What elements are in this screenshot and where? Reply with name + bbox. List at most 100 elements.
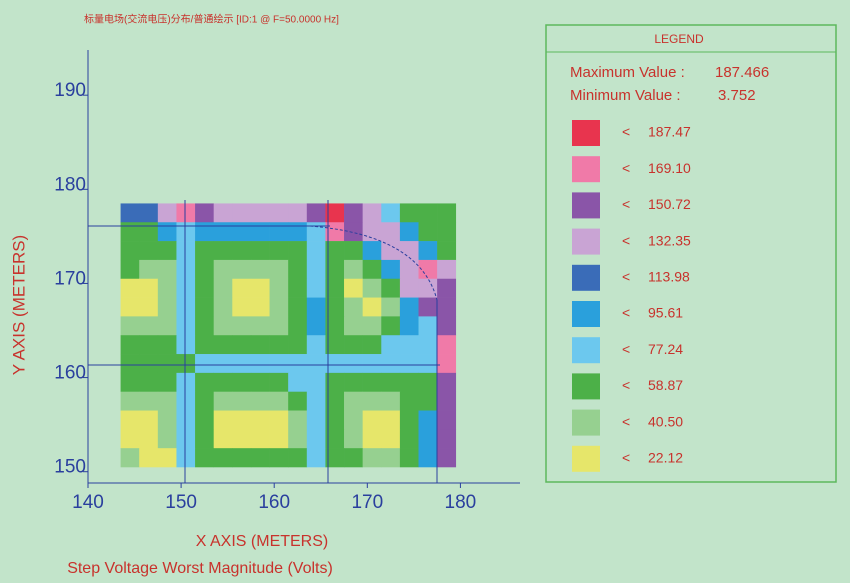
heat-cell <box>325 316 345 336</box>
heat-cell <box>344 429 363 449</box>
heat-cell <box>120 410 140 430</box>
x-tick-label: 150 <box>165 492 197 513</box>
x-tick-label: 160 <box>258 492 290 513</box>
heat-cell <box>399 259 419 280</box>
legend-comparator: < <box>622 124 630 140</box>
heat-cell <box>381 448 401 468</box>
heat-cell <box>306 354 326 374</box>
heat-cell <box>139 222 159 242</box>
heat-cell <box>157 448 177 468</box>
legend-comparator: < <box>622 305 630 321</box>
heat-cell <box>250 391 270 411</box>
legend-value: 58.87 <box>648 377 683 393</box>
heat-cell <box>288 259 308 280</box>
legend-max-value: 187.466 <box>715 64 769 81</box>
heat-cell <box>269 259 289 280</box>
legend-swatch <box>572 156 600 183</box>
legend-value: 169.10 <box>648 160 691 176</box>
heat-cell <box>381 354 401 374</box>
heat-cell <box>437 429 457 449</box>
heat-cell <box>213 410 233 430</box>
heat-cell <box>437 354 457 374</box>
heat-cell <box>418 259 438 280</box>
heat-cell <box>325 448 345 468</box>
heat-cell <box>213 222 233 242</box>
heat-cell <box>288 391 308 411</box>
heat-cell <box>306 410 326 430</box>
heat-cell <box>195 222 214 242</box>
heat-cell <box>250 316 270 336</box>
heat-cell <box>250 241 270 261</box>
heat-cell <box>344 203 363 223</box>
heat-cell <box>213 259 233 280</box>
heat-cell <box>381 203 401 223</box>
heat-cell <box>157 429 177 449</box>
heat-cell <box>176 335 196 355</box>
heat-cell <box>269 335 289 355</box>
heat-cell <box>250 372 270 392</box>
heat-cell <box>232 203 252 223</box>
heat-cell <box>288 429 308 449</box>
chart-title: 标量电场(交流电压)分布/普通绘示 [ID:1 @ F=50.0000 Hz] <box>84 13 339 26</box>
heat-cell <box>120 372 140 392</box>
legend-title: LEGEND <box>654 32 704 46</box>
heat-cell <box>250 297 270 317</box>
heat-cell <box>306 391 326 411</box>
heat-cell <box>344 241 363 261</box>
legend-min-value: 3.752 <box>718 87 756 104</box>
heat-cell <box>306 259 326 280</box>
heat-cell <box>157 297 177 317</box>
y-axis-label: Y AXIS (METERS) <box>9 235 28 375</box>
heat-cell <box>437 335 457 355</box>
heat-cell <box>418 372 438 392</box>
heat-cell <box>139 203 159 223</box>
heat-cell <box>213 278 233 298</box>
heat-cell <box>139 241 159 261</box>
heat-cell <box>269 222 289 242</box>
heat-cell <box>176 354 196 374</box>
heat-cell <box>306 316 326 336</box>
heat-cell <box>288 372 308 392</box>
heat-cell <box>157 203 177 223</box>
heat-cell <box>176 222 196 242</box>
heat-cell <box>362 335 382 355</box>
heat-cell <box>325 241 345 261</box>
heat-cell <box>157 372 177 392</box>
heat-cell <box>325 429 345 449</box>
heat-cell <box>344 410 363 430</box>
legend-box <box>545 24 837 483</box>
heat-cell <box>195 354 214 374</box>
heat-cell <box>213 354 233 374</box>
heat-cell <box>381 278 401 298</box>
heat-cell <box>213 297 233 317</box>
heat-cell <box>176 391 196 411</box>
heat-cell <box>381 410 401 430</box>
heat-cell <box>157 222 177 242</box>
heat-cell <box>399 278 419 298</box>
heat-cell <box>120 241 140 261</box>
heat-cell <box>418 241 438 261</box>
heat-cell <box>120 391 140 411</box>
heat-cell <box>437 241 457 261</box>
heat-cell <box>213 316 233 336</box>
heat-cell <box>139 391 159 411</box>
legend-comparator: < <box>622 160 630 176</box>
heat-cell <box>269 372 289 392</box>
heat-cell <box>418 278 438 298</box>
heat-cell <box>120 203 140 223</box>
heat-cell <box>437 372 457 392</box>
legend-swatch <box>572 409 600 436</box>
heat-cell <box>418 316 438 336</box>
heat-cell <box>139 429 159 449</box>
heat-cell <box>232 354 252 374</box>
heat-cell <box>139 297 159 317</box>
heat-cell <box>288 354 308 374</box>
heat-cell <box>288 316 308 336</box>
heat-cell <box>344 222 363 242</box>
heat-cell <box>362 297 382 317</box>
heat-cell <box>232 297 252 317</box>
heat-cell <box>120 335 140 355</box>
heat-cell <box>288 335 308 355</box>
heat-cell <box>306 372 326 392</box>
heat-cell <box>139 354 159 374</box>
